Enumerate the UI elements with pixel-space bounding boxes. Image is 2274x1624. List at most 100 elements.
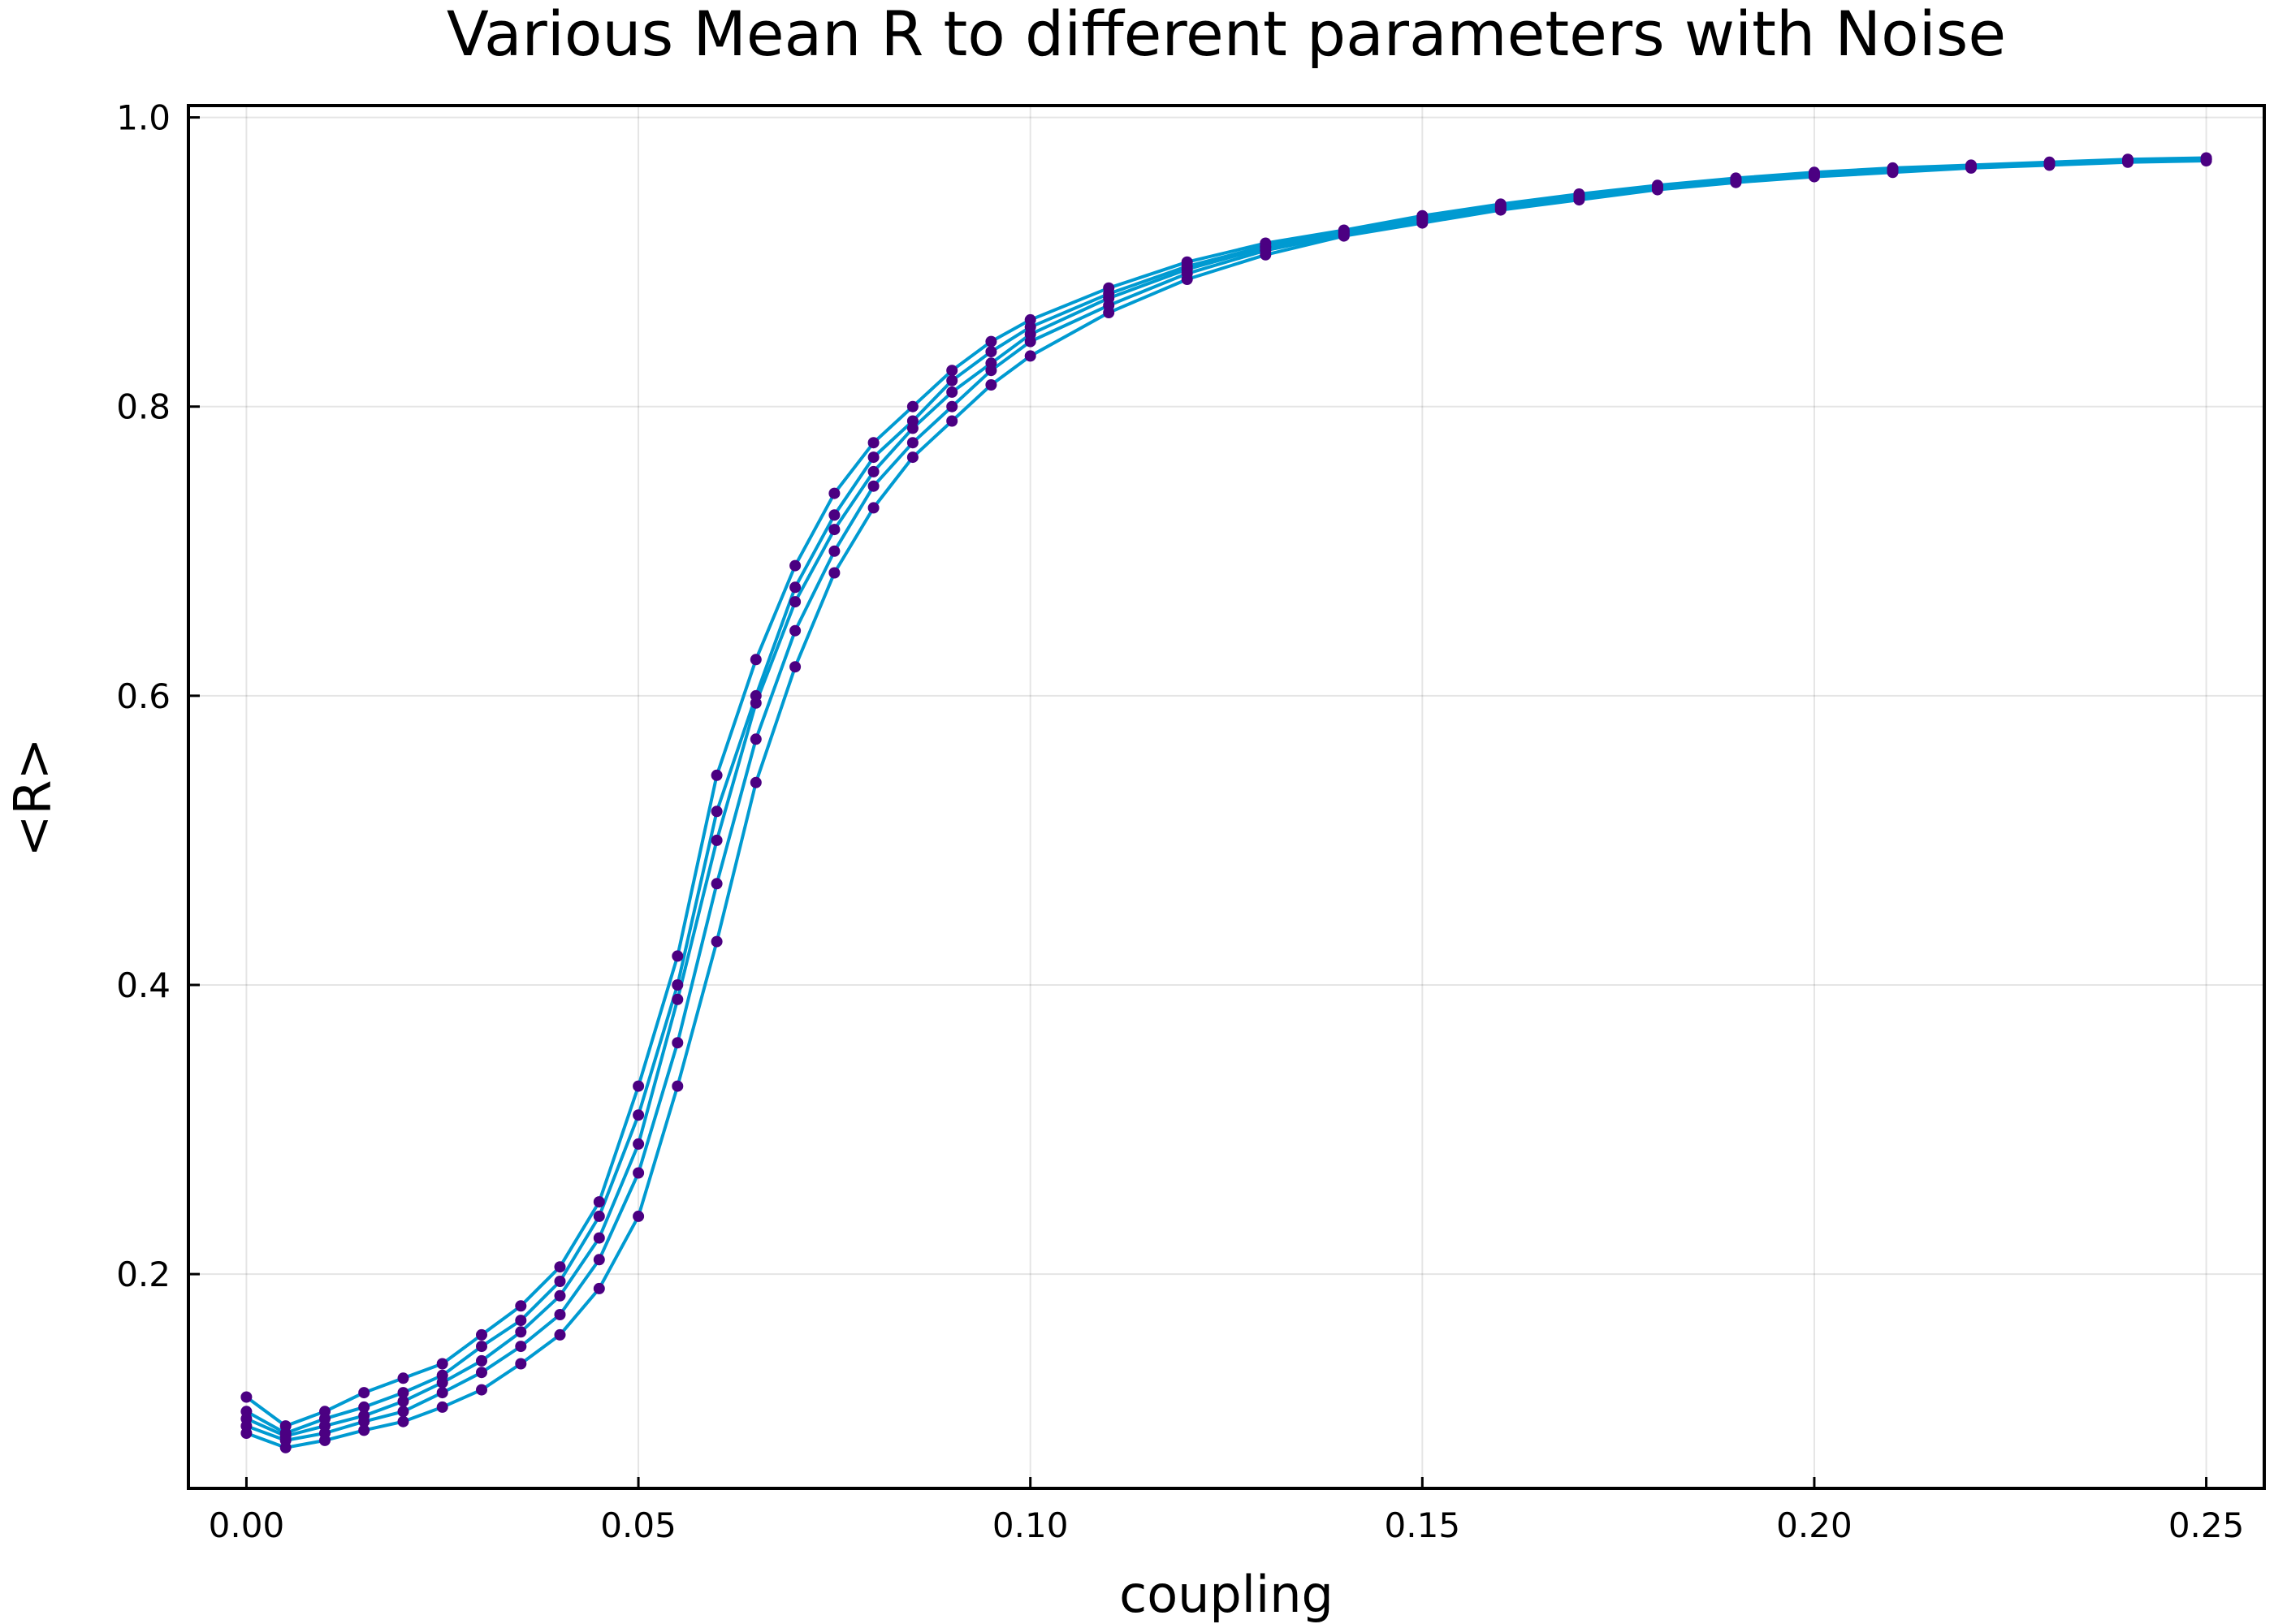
data-point <box>240 1391 253 1403</box>
data-point <box>789 559 802 572</box>
data-point <box>750 733 762 745</box>
data-point <box>985 365 997 377</box>
data-point <box>985 346 997 358</box>
data-point <box>1573 192 1585 205</box>
data-point <box>358 1424 370 1436</box>
data-point <box>2200 153 2212 166</box>
data-point <box>240 1420 253 1432</box>
data-point <box>1338 228 1350 240</box>
data-point <box>906 415 919 427</box>
data-point <box>946 400 958 412</box>
data-point <box>1024 335 1036 348</box>
data-point <box>672 950 684 962</box>
y-tick-label: 0.2 <box>116 1255 171 1294</box>
data-point <box>436 1401 448 1413</box>
data-point <box>789 596 802 608</box>
data-point <box>985 335 997 348</box>
data-point <box>593 1210 605 1222</box>
data-point <box>319 1413 331 1425</box>
data-point <box>946 415 958 427</box>
data-point <box>633 1109 645 1121</box>
data-point <box>358 1387 370 1399</box>
data-point <box>358 1415 370 1427</box>
y-tick-label: 0.8 <box>116 387 171 427</box>
data-point <box>515 1300 527 1312</box>
data-point <box>1651 182 1663 194</box>
plot-frame <box>187 104 2266 1490</box>
data-point <box>946 374 958 387</box>
x-tick-label: 0.20 <box>1776 1505 1852 1545</box>
series-layer <box>240 152 2212 1453</box>
data-point <box>397 1415 409 1427</box>
x-tick-label: 0.15 <box>1385 1505 1461 1545</box>
data-point <box>397 1406 409 1418</box>
data-point <box>515 1326 527 1338</box>
data-point <box>515 1315 527 1327</box>
data-point <box>711 878 723 890</box>
data-point <box>828 487 841 499</box>
data-point <box>1024 350 1036 362</box>
series-line-5 <box>245 158 2207 1442</box>
data-point <box>867 451 880 464</box>
data-point <box>593 1254 605 1266</box>
data-point <box>633 1210 645 1222</box>
data-point <box>750 654 762 666</box>
data-point <box>828 524 841 536</box>
data-point <box>750 776 762 788</box>
data-point <box>476 1384 487 1396</box>
data-point <box>1965 161 1977 173</box>
data-point <box>593 1196 605 1208</box>
data-point <box>515 1341 527 1353</box>
series-line-1 <box>245 158 2207 1438</box>
data-point <box>789 661 802 673</box>
y-tick-label: 1.0 <box>116 98 171 138</box>
data-point <box>1024 321 1036 333</box>
data-point <box>1103 287 1115 300</box>
data-point <box>906 451 919 464</box>
data-point <box>593 1232 605 1244</box>
series-line-3 <box>245 159 2207 1449</box>
data-point <box>1494 202 1507 214</box>
data-point <box>436 1369 448 1381</box>
data-point <box>1808 169 1820 181</box>
series-line-4 <box>245 158 2207 1435</box>
data-point <box>985 379 997 391</box>
data-point <box>554 1328 566 1341</box>
data-point <box>750 689 762 702</box>
data-point <box>1181 267 1193 279</box>
data-point <box>240 1406 253 1418</box>
data-point <box>672 1037 684 1049</box>
data-point <box>946 365 958 377</box>
data-point <box>711 935 723 948</box>
x-tick-label: 0.00 <box>209 1505 285 1545</box>
data-point <box>515 1358 527 1370</box>
data-point <box>828 567 841 579</box>
data-point <box>2043 158 2056 170</box>
x-tick-label: 0.25 <box>2168 1505 2245 1545</box>
data-point <box>593 1282 605 1294</box>
data-point <box>946 386 958 398</box>
y-tick-label: 0.4 <box>116 965 171 1005</box>
grid <box>188 106 2264 1488</box>
data-point <box>554 1261 566 1273</box>
data-point <box>672 979 684 991</box>
data-point <box>789 581 802 594</box>
data-point <box>789 624 802 637</box>
data-point <box>476 1341 487 1353</box>
data-point <box>397 1372 409 1384</box>
data-point <box>633 1080 645 1092</box>
data-point <box>1103 300 1115 312</box>
data-point <box>867 502 880 514</box>
data-point <box>711 806 723 818</box>
data-point <box>1416 214 1429 226</box>
data-point <box>476 1328 487 1341</box>
data-point <box>1887 165 1899 177</box>
data-point <box>867 437 880 449</box>
data-point <box>672 993 684 1005</box>
data-point <box>279 1434 292 1446</box>
series-line-2 <box>245 156 2207 1428</box>
chart-title: Various Mean R to different parameters w… <box>447 0 2006 70</box>
data-point <box>711 769 723 781</box>
data-point <box>554 1309 566 1320</box>
y-tick-label: 0.6 <box>116 676 171 716</box>
